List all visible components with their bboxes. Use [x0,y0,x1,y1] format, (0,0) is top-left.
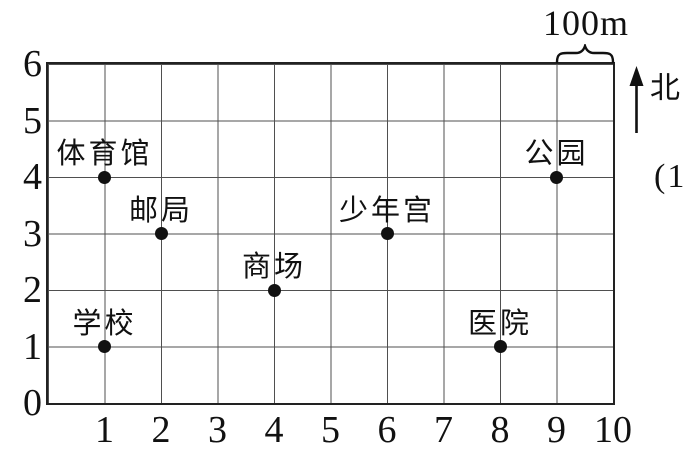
point-dot [493,340,507,353]
x-axis-tick-label: 2 [151,409,171,451]
x-axis-tick-label: 3 [208,409,227,451]
point-label: 邮局 [128,194,194,227]
y-axis-tick-label: 3 [23,212,42,255]
coordinate-grid [46,62,615,405]
y-axis-tick-label: 5 [23,99,42,142]
point-dot [380,227,394,240]
point-label: 医院 [467,307,533,340]
scale-brace-icon [555,44,615,63]
point-label: 少年宫 [338,194,436,227]
point-dot [98,170,111,184]
x-axis-tick-label: 4 [264,409,284,451]
x-axis-tick-label: 7 [434,409,453,451]
x-axis-tick-label: 8 [490,409,510,451]
point-label: 体育馆 [56,138,153,170]
y-axis-tick-label: 4 [23,156,42,198]
x-axis-tick-label: 6 [377,409,397,451]
north-arrow-icon [629,66,644,133]
north-label: 北 [650,72,680,105]
x-axis-tick-label: 9 [547,409,566,451]
y-axis-tick-label: 1 [23,325,42,368]
point-dot [550,170,563,184]
point-label: 公园 [524,138,589,170]
corner-text: (1 [654,158,687,195]
point-dot [98,340,111,353]
point-label: 商场 [241,251,307,283]
point-dot [154,227,168,240]
x-axis-tick-label: 5 [321,409,340,451]
north-indicator: 北 [628,64,690,136]
y-axis-tick-label: 6 [23,43,42,85]
point-label: 学校 [72,307,137,340]
scale-label: 100m [542,3,629,43]
y-axis-tick-label: 2 [23,269,42,311]
x-axis-tick-label: 1 [95,409,114,451]
x-axis-tick-label: 10 [594,409,632,451]
point-dot [267,283,281,297]
y-axis-tick-label: 0 [23,382,42,424]
